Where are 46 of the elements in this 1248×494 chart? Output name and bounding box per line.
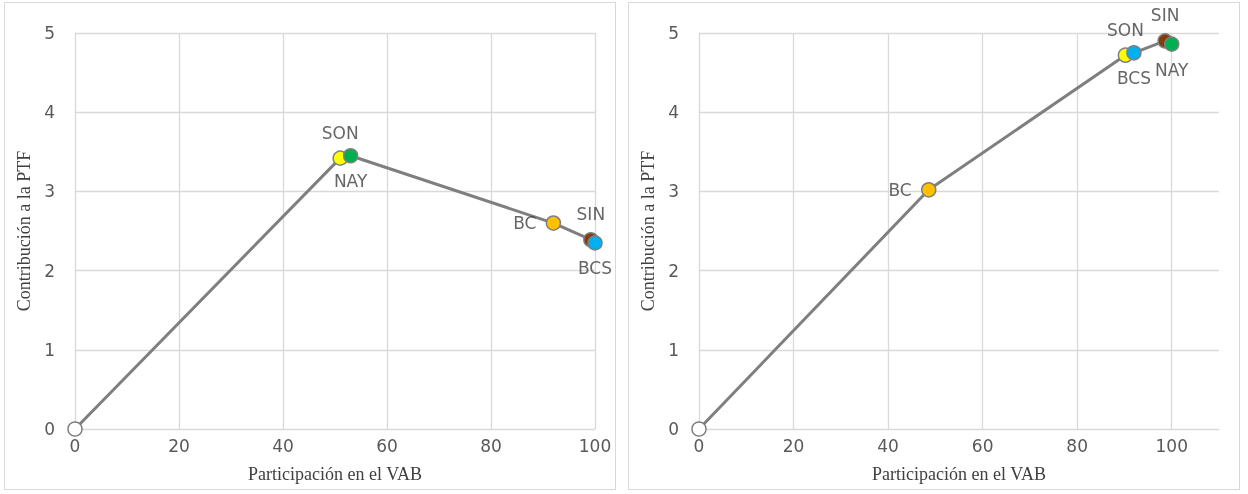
annotation: NAY	[1155, 59, 1190, 80]
annotation: SON	[321, 122, 359, 143]
x-tick-label: 20	[168, 435, 190, 456]
y-tick-label: 5	[44, 23, 55, 43]
y-tick-label: 3	[668, 181, 679, 202]
annotation: SIN	[576, 204, 606, 225]
x-tick-label: 20	[782, 435, 805, 456]
x-axis-title: Participación en el VAB	[248, 464, 422, 484]
annotation: NAY	[333, 171, 368, 192]
point	[545, 215, 562, 231]
x-tick-label: 100	[1155, 435, 1188, 456]
y-tick-label: 0	[668, 419, 679, 439]
x-tick-label: 0	[69, 435, 81, 456]
point	[1126, 45, 1142, 61]
y-tick-label: 0	[44, 419, 55, 439]
y-tick-label: 1	[668, 339, 679, 360]
y-axis-title: Contribución a la PTF	[14, 150, 34, 312]
y-axis-title: Contribución a la PTF	[638, 150, 658, 312]
annotation: SON	[1106, 19, 1144, 40]
y-tick-label: 5	[668, 23, 679, 43]
x-tick-label: 100	[578, 435, 612, 456]
x-tick-label: 80	[480, 435, 502, 456]
y-tick-label: 3	[44, 181, 55, 202]
point	[587, 235, 603, 251]
x-tick-label: 60	[376, 435, 398, 456]
x-tick-label: 0	[693, 435, 705, 456]
y-tick-label: 4	[44, 102, 55, 123]
x-tick-label: 60	[971, 435, 994, 456]
y-tick-label: 2	[668, 260, 679, 281]
annotation: BCS	[1116, 68, 1151, 89]
y-tick-label: 2	[44, 260, 55, 281]
y-tick-label: 4	[668, 102, 679, 123]
x-tick-label: 80	[1066, 435, 1088, 456]
x-tick-label: 40	[877, 435, 899, 456]
point	[67, 421, 83, 437]
point	[691, 421, 707, 437]
x-tick-label: 40	[272, 435, 294, 456]
point	[342, 148, 359, 164]
annotation: BC	[513, 213, 537, 234]
y-tick-label: 1	[44, 339, 55, 360]
point	[1163, 36, 1180, 52]
point	[921, 182, 937, 198]
annotation: SIN	[1150, 5, 1180, 26]
annotation: BCS	[577, 258, 613, 279]
annotation: BC	[888, 179, 912, 200]
x-axis-title: Participación en el VAB	[872, 464, 1046, 484]
